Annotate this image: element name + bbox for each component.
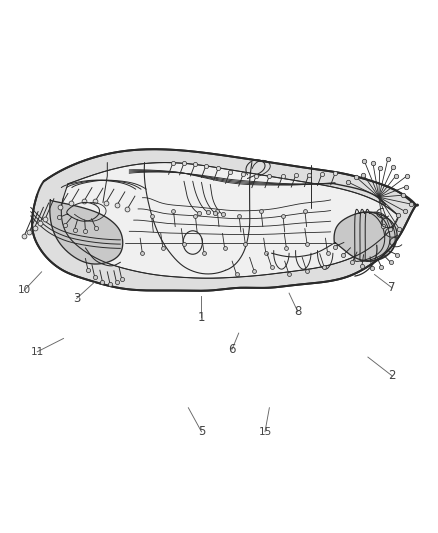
Polygon shape	[61, 163, 400, 278]
Text: 10: 10	[18, 286, 31, 295]
Text: 11: 11	[31, 347, 44, 357]
Polygon shape	[50, 200, 123, 264]
Text: 7: 7	[388, 281, 396, 294]
Text: 3: 3	[73, 292, 80, 305]
Text: 15: 15	[258, 427, 272, 437]
Text: 8: 8	[294, 305, 301, 318]
Polygon shape	[334, 212, 397, 261]
Text: 1: 1	[198, 311, 205, 324]
Text: 5: 5	[198, 425, 205, 438]
Text: 2: 2	[388, 369, 396, 382]
Polygon shape	[32, 149, 418, 291]
Text: 6: 6	[228, 343, 236, 356]
